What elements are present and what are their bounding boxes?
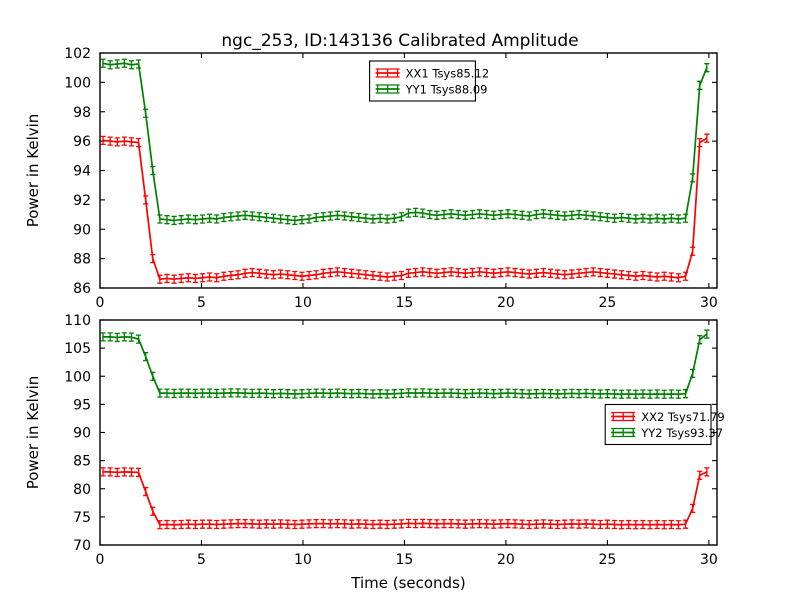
y-tick-label: 95 [73,397,91,413]
legend-swatch-markers-2 [375,84,400,94]
page-title: ngc_253, ID:143136 Calibrated Amplitude [221,31,578,51]
legend-swatch-markers-1 [375,68,400,78]
y-tick-label: 100 [64,369,91,385]
x-tick-label: 25 [598,295,616,311]
y-tick-label: 96 [73,134,91,150]
series-markers-2 [100,329,710,399]
x-axis-label: Time (seconds) [350,574,466,592]
y-tick-label: 80 [73,482,91,498]
x-tick-label: 20 [497,552,515,568]
x-tick-label: 10 [294,552,312,568]
series-markers-1 [100,467,710,530]
legend-swatch-markers-2 [611,427,636,438]
x-tick-label: 20 [497,295,515,311]
legend-label-1: XX2 Tsys71.79 [641,410,725,424]
y-tick-label: 70 [73,538,91,554]
x-tick-label: 30 [700,295,718,311]
y-tick-label: 92 [73,193,91,209]
y-tick-label: 105 [64,341,91,357]
series-line-2 [102,333,708,396]
y-tick-label: 75 [73,510,91,526]
series-line-2 [102,62,708,222]
y-tick-label: 86 [73,281,91,297]
x-tick-label: 5 [197,295,206,311]
legend-swatch-markers-1 [611,411,636,422]
y-axis-label: Power in Kelvin [24,376,42,490]
x-tick-label: 15 [396,295,414,311]
legend-label-1: XX1 Tsys85.12 [406,67,490,81]
y-tick-label: 90 [73,222,91,238]
series-markers-1 [100,133,710,284]
y-tick-label: 110 [64,313,91,329]
legend-box [604,403,712,446]
y-tick-label: 94 [73,164,91,180]
legend-top: XX1 Tsys85.12 YY1 Tsys88.09 [369,60,490,102]
y-tick-label: 102 [64,46,91,62]
series-markers-2 [100,58,710,226]
legend-bottom: XX2 Tsys71.79 YY2 Tsys93.37 [604,403,725,446]
x-tick-label: 25 [598,552,616,568]
y-tick-label: 90 [73,426,91,442]
plot-panel-bottom: 70 75 80 85 90 95 100 105 110 0 5 10 15 20 25 30 Power i… [24,313,725,592]
series-line-1 [102,471,708,526]
y-tick-label: 98 [73,105,91,121]
x-tick-label: 15 [396,552,414,568]
x-tick-label: 0 [96,295,105,311]
y-tick-label: 88 [73,252,91,268]
legend-label-2: YY2 Tsys93.37 [640,426,723,440]
x-tick-label: 0 [96,552,105,568]
plot-panel-top: 86 88 90 92 94 96 98 100 102 0 5 10 15 20 25 30 Power in… [24,46,718,311]
x-tick-label: 10 [294,295,312,311]
y-axis-label: Power in Kelvin [24,114,42,228]
y-tick-label: 85 [73,454,91,470]
legend-label-2: YY1 Tsys88.09 [405,83,488,97]
x-tick-label: 5 [197,552,206,568]
x-tick-label: 30 [700,552,718,568]
legend-box [369,60,476,102]
series-line-1 [102,137,708,281]
y-tick-label: 100 [64,75,91,91]
